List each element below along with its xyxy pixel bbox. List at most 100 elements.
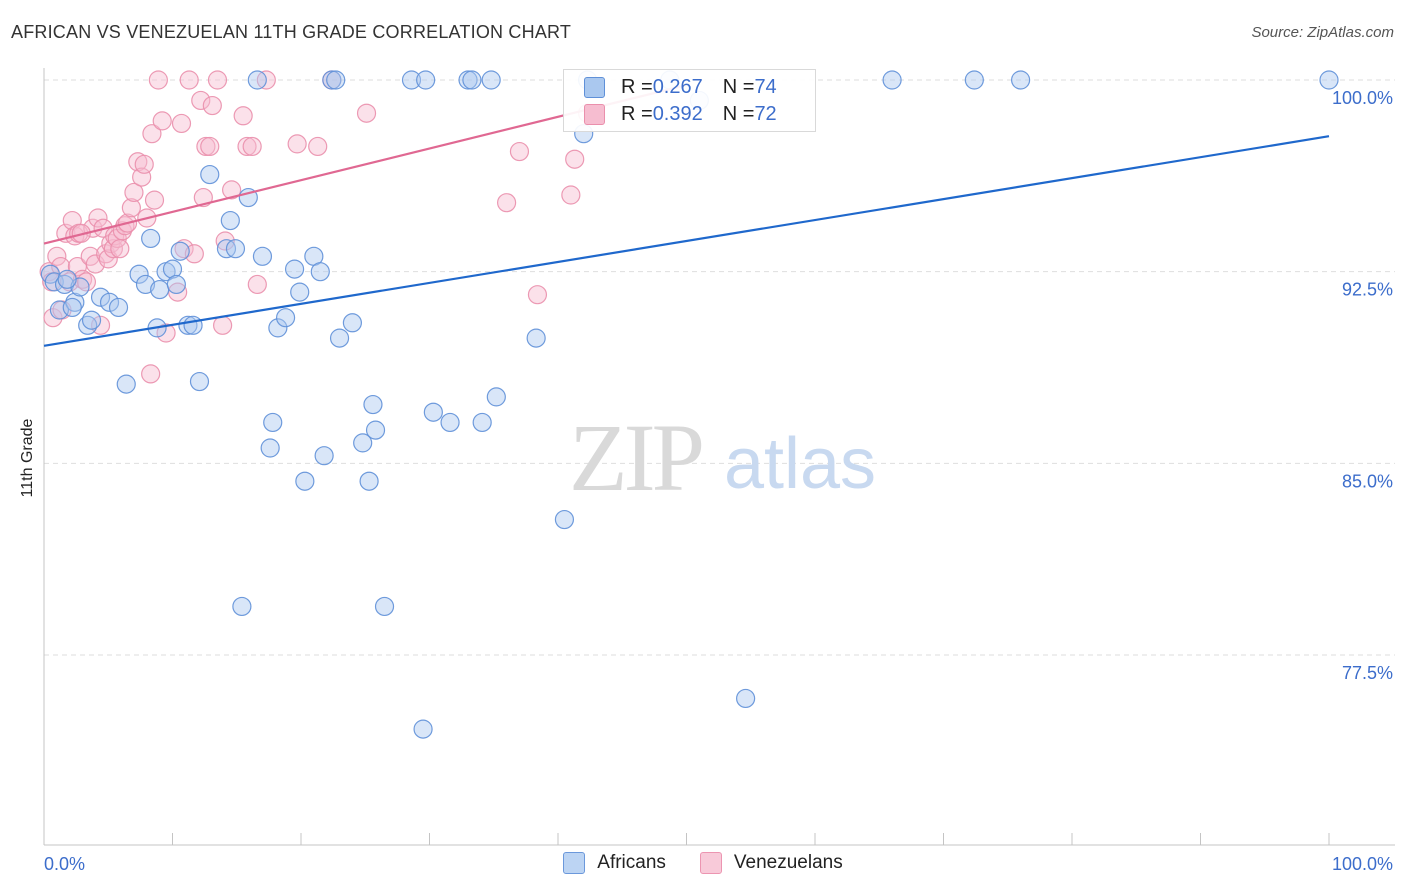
africans-swatch bbox=[584, 76, 605, 98]
venezuelans-point-16 bbox=[85, 254, 106, 274]
africans-point-45 bbox=[342, 313, 362, 333]
venezuelans-point-58 bbox=[242, 136, 262, 157]
venezuelans-point-64 bbox=[356, 103, 377, 123]
legend-row-venezuelans: R = 0.392 N = 72 bbox=[584, 102, 777, 126]
africans-point-6 bbox=[78, 315, 98, 335]
venezuelans-legend-label: Venezuelans bbox=[733, 852, 843, 873]
y-tick-label-0: 77.5% bbox=[1342, 663, 1393, 683]
venezuelans-point-56 bbox=[233, 106, 253, 126]
venezuelans-point-39 bbox=[148, 70, 168, 90]
venezuelans-n-value: 72 bbox=[754, 102, 777, 125]
venezuelans-point-31 bbox=[124, 182, 144, 203]
africans-point-30 bbox=[247, 70, 267, 90]
africans-point-23 bbox=[189, 371, 210, 392]
africans-point-28 bbox=[232, 596, 252, 617]
africans-point-71 bbox=[1319, 70, 1339, 90]
venezuelans-point-59 bbox=[247, 274, 267, 295]
venezuelans-point-62 bbox=[308, 136, 328, 157]
venezuelans-point-52 bbox=[207, 70, 228, 90]
venezuelans-point-45 bbox=[179, 70, 199, 90]
africans-point-34 bbox=[268, 318, 288, 338]
venezuelans-point-65 bbox=[497, 193, 517, 213]
series-legend: Africans Venezuelans bbox=[0, 852, 1406, 874]
africans-point-31 bbox=[252, 246, 273, 266]
africans-point-73 bbox=[62, 297, 82, 318]
africans-point-67 bbox=[736, 688, 756, 709]
africans-point-60 bbox=[486, 387, 506, 407]
venezuelans-point-68 bbox=[561, 185, 581, 205]
africans-r-value: 0.267 bbox=[652, 75, 703, 98]
africans-point-22 bbox=[183, 315, 203, 335]
venezuelans-point-66 bbox=[509, 141, 530, 162]
africans-n-value: 74 bbox=[754, 75, 777, 98]
africans-point-32 bbox=[260, 438, 280, 458]
africans-point-26 bbox=[220, 210, 240, 231]
venezuelans-point-38 bbox=[144, 190, 165, 210]
africans-point-10 bbox=[108, 297, 129, 318]
africans-point-69 bbox=[964, 70, 984, 90]
y-tick-label-3: 100.0% bbox=[1332, 88, 1393, 108]
y-tick-label-1: 85.0% bbox=[1342, 471, 1393, 491]
africans-point-44 bbox=[329, 328, 350, 348]
africans-point-4 bbox=[65, 292, 85, 312]
venezuelans-point-43 bbox=[171, 113, 192, 134]
africans-n-label: N = bbox=[722, 75, 755, 98]
venezuelans-point-47 bbox=[191, 90, 211, 111]
africans-point-27 bbox=[225, 239, 246, 259]
africans-point-58 bbox=[472, 412, 492, 433]
correlation-legend: R = 0.267 N = 74 R = 0.392 N = 72 bbox=[563, 69, 816, 132]
venezuelans-points bbox=[39, 70, 598, 384]
africans-point-49 bbox=[365, 420, 386, 440]
africans-point-59 bbox=[481, 70, 501, 90]
africans-point-33 bbox=[263, 412, 283, 433]
venezuelans-point-53 bbox=[213, 315, 233, 335]
africans-point-35 bbox=[275, 308, 296, 328]
africans-point-43 bbox=[326, 70, 346, 90]
chart-title: AFRICAN VS VENEZUELAN 11TH GRADE CORRELA… bbox=[11, 22, 572, 42]
venezuelans-point-50 bbox=[200, 136, 220, 157]
venezuelans-point-41 bbox=[156, 323, 176, 343]
africans-trend-line bbox=[43, 135, 1330, 347]
venezuelans-point-13 bbox=[76, 272, 97, 292]
legend-item-venezuelans[interactable]: Venezuelans bbox=[699, 852, 843, 874]
venezuelans-point-30 bbox=[121, 198, 141, 218]
africans-point-46 bbox=[353, 433, 373, 453]
venezuelans-point-67 bbox=[527, 285, 548, 305]
legend-item-africans[interactable]: Africans bbox=[563, 852, 666, 874]
legend-row-africans: R = 0.267 N = 74 bbox=[584, 75, 777, 99]
africans-point-8 bbox=[90, 287, 111, 307]
africans-point-62 bbox=[554, 509, 575, 530]
africans-point-12 bbox=[129, 264, 149, 284]
venezuelans-point-36 bbox=[141, 364, 161, 384]
x-tick-label-max: 100.0% bbox=[1332, 854, 1393, 874]
africans-point-72 bbox=[57, 269, 77, 289]
venezuelans-point-55 bbox=[222, 180, 242, 200]
africans-point-53 bbox=[416, 70, 436, 90]
x-tick-label-min: 0.0% bbox=[44, 854, 85, 874]
venezuelans-point-69 bbox=[565, 149, 585, 169]
africans-point-24 bbox=[200, 164, 220, 185]
africans-point-68 bbox=[882, 70, 902, 90]
venezuelans-r-value: 0.392 bbox=[652, 102, 703, 125]
venezuelans-legend-swatch bbox=[699, 852, 722, 874]
africans-point-50 bbox=[374, 596, 395, 617]
venezuelans-point-54 bbox=[215, 231, 235, 251]
africans-legend-swatch bbox=[563, 852, 586, 874]
axes bbox=[43, 68, 1395, 846]
africans-point-19 bbox=[166, 274, 186, 295]
africans-r-label: R = bbox=[621, 75, 653, 98]
africans-point-18 bbox=[162, 259, 183, 279]
venezuelans-point-61 bbox=[287, 134, 307, 154]
africans-point-38 bbox=[295, 471, 315, 491]
watermark-zip: ZIP bbox=[569, 404, 702, 511]
venezuelans-point-57 bbox=[237, 136, 257, 157]
africans-point-16 bbox=[150, 279, 170, 300]
africans-point-41 bbox=[314, 446, 334, 466]
africans-point-55 bbox=[440, 412, 460, 433]
y-tick-labels: 77.5% 85.0% 92.5% 100.0% bbox=[1332, 88, 1393, 683]
venezuelans-point-26 bbox=[110, 239, 130, 259]
venezuelans-point-34 bbox=[134, 154, 154, 174]
africans-point-7 bbox=[81, 310, 102, 330]
africans-point-9 bbox=[99, 292, 120, 312]
